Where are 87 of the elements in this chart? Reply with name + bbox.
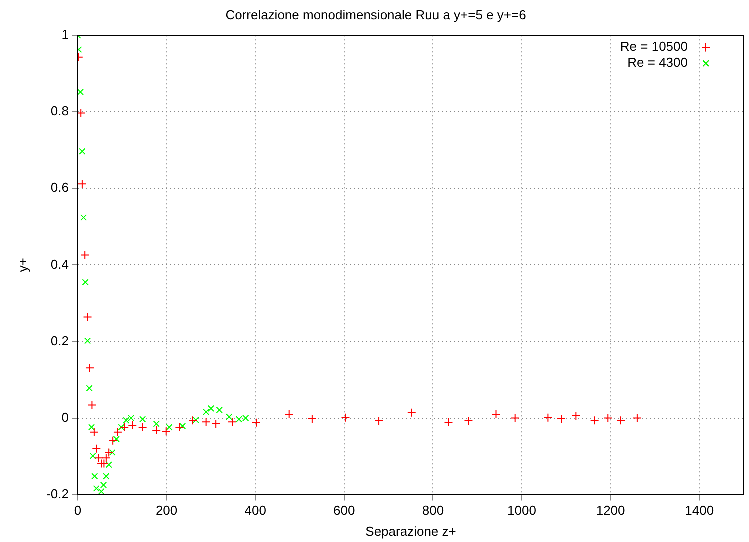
point [162, 427, 171, 436]
chart-title: Correlazione monodimensionale Ruu a y+=5 e y+=6 [226, 7, 526, 22]
point [179, 422, 186, 430]
point [104, 448, 114, 458]
point [85, 364, 94, 373]
point [308, 414, 317, 424]
point [544, 413, 553, 422]
y-tick-label: 0.2 [50, 333, 69, 348]
point [88, 400, 97, 410]
point [102, 454, 111, 463]
point [120, 422, 130, 432]
y-tick-label: 0.4 [50, 256, 69, 272]
point [202, 418, 211, 427]
x-axis-title: Separazione z+ [366, 524, 456, 539]
point [90, 428, 99, 437]
point [252, 418, 261, 428]
point [78, 180, 87, 189]
point [103, 473, 110, 480]
point [341, 413, 350, 422]
point [86, 385, 93, 392]
point [80, 214, 88, 222]
point [444, 418, 454, 427]
point [88, 424, 96, 431]
point [152, 426, 162, 436]
point [138, 422, 148, 432]
point [236, 416, 242, 423]
point [79, 148, 86, 155]
point [492, 410, 501, 419]
x-tick-label: 1000 [508, 503, 536, 518]
point [118, 424, 125, 431]
point [175, 422, 184, 432]
point [139, 416, 146, 423]
x-tick-label: 1200 [596, 503, 626, 518]
point [113, 436, 120, 443]
point [93, 485, 100, 492]
legend-label: Re = 4300 [628, 55, 688, 70]
point [284, 410, 294, 419]
point [123, 417, 130, 424]
y-tick-label: 0 [62, 410, 69, 425]
point [208, 405, 215, 412]
point [128, 414, 135, 422]
point [374, 416, 384, 426]
point [113, 428, 122, 437]
point [82, 279, 89, 286]
point [80, 250, 90, 260]
point [557, 414, 566, 424]
x-tick-label: 200 [156, 503, 178, 518]
point [590, 416, 600, 426]
point [78, 108, 86, 118]
point [109, 449, 116, 456]
point [106, 462, 112, 468]
x-tick-label: 400 [244, 503, 266, 518]
point [216, 406, 223, 414]
y-axis-title: y+ [15, 258, 30, 272]
point [228, 418, 238, 427]
point [128, 421, 138, 430]
point [192, 416, 200, 424]
point [92, 444, 102, 454]
point [90, 452, 96, 460]
point [166, 424, 173, 431]
x-tick-label: 0 [74, 503, 82, 518]
point [188, 416, 198, 426]
point [212, 420, 221, 429]
point [202, 408, 210, 416]
y-tick-label: 0.8 [50, 104, 69, 119]
point [78, 88, 84, 96]
point [84, 338, 92, 344]
point [616, 416, 626, 426]
point [407, 408, 416, 418]
point [92, 473, 98, 480]
y-tick-label: -0.2 [46, 486, 69, 502]
point [464, 416, 474, 426]
point [153, 420, 160, 428]
point [632, 414, 642, 423]
x-tick-label: 1400 [685, 503, 714, 518]
point [604, 414, 613, 423]
point [242, 414, 250, 422]
point [510, 414, 520, 423]
legend-label: Re = 10500 [620, 39, 688, 54]
y-tick-label: 1 [62, 27, 69, 42]
x-tick-label: 800 [422, 503, 444, 518]
y-tick-label: 0.6 [50, 180, 69, 196]
point [83, 312, 92, 322]
x-tick-label: 600 [334, 503, 356, 518]
point [226, 414, 233, 420]
point [572, 411, 581, 420]
point [108, 436, 118, 446]
